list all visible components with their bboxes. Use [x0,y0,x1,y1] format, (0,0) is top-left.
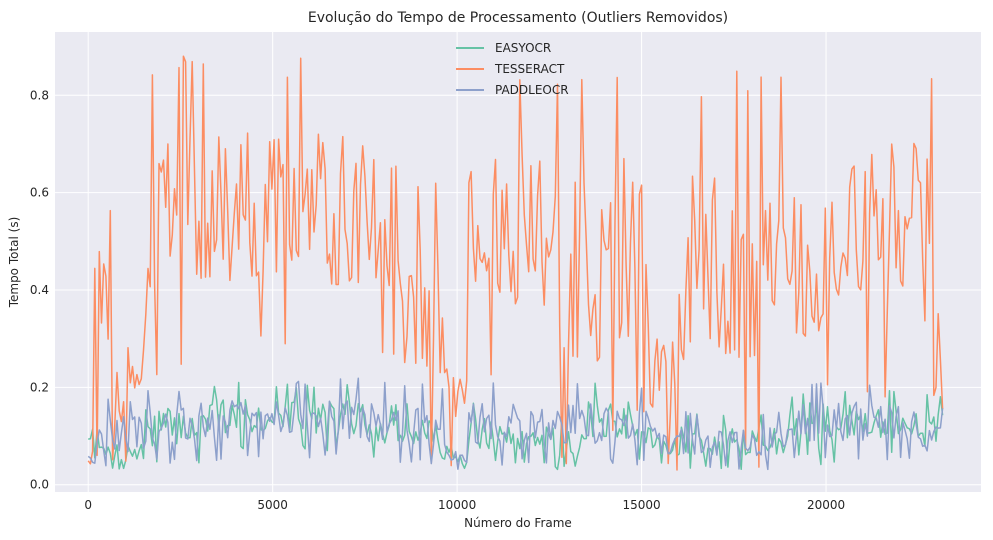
x-axis-label: Número do Frame [464,516,572,530]
y-tick-label: 0.6 [30,186,49,200]
series-line-paddleocr [87,377,944,471]
y-tick-label: 0.8 [30,88,49,102]
y-axis-ticks: 0.0 0.2 0.4 0.6 0.8 [30,88,49,491]
x-tick-label: 5000 [257,498,288,512]
y-axis-label: Tempo Total (s) [7,217,21,309]
x-tick-label: 15000 [622,498,660,512]
legend: EASYOCR TESSERACT PADDLEOCR [456,41,569,97]
y-tick-label: 0.0 [30,478,49,492]
legend-label-easyocr: EASYOCR [495,41,551,55]
y-tick-label: 0.4 [30,283,49,297]
x-tick-label: 20000 [807,498,845,512]
y-tick-label: 0.2 [30,380,49,394]
legend-label-paddleocr: PADDLEOCR [495,83,569,97]
series-layer [87,55,944,471]
legend-label-tesseract: TESSERACT [494,62,565,76]
series-line-easyocr [88,381,944,471]
series-line-tesseract [87,55,944,471]
chart-title: Evolução do Tempo de Processamento (Outl… [308,10,728,26]
x-tick-label: 0 [84,498,92,512]
x-tick-label: 10000 [438,498,476,512]
x-axis-ticks: 0 5000 10000 15000 20000 [84,498,845,512]
